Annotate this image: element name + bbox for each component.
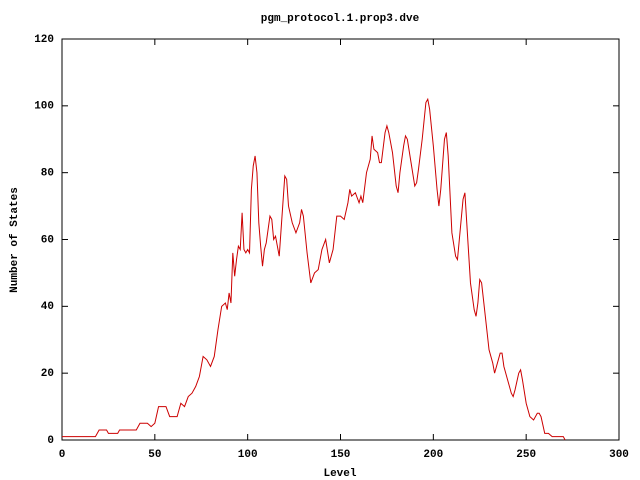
data-line <box>62 97 566 441</box>
x-tick-label: 0 <box>59 449 66 461</box>
y-tick-label: 40 <box>41 301 54 313</box>
x-tick-label: 200 <box>423 449 443 461</box>
y-tick-label: 60 <box>41 234 54 246</box>
x-tick-label: 150 <box>331 449 351 461</box>
plot-border <box>61 38 620 441</box>
y-tick-label: 100 <box>34 101 54 113</box>
x-tick-label: 100 <box>238 449 258 461</box>
chart-title: pgm_protocol.1.prop3.dve <box>261 13 420 25</box>
y-tick-label: 0 <box>47 435 54 447</box>
x-tick-label: 250 <box>516 449 536 461</box>
x-tick-label: 50 <box>148 449 161 461</box>
y-tick-label: 120 <box>34 34 54 46</box>
x-axis-label: Level <box>323 468 356 480</box>
x-tick-label: 300 <box>609 449 629 461</box>
y-axis-label: Number of States <box>9 187 21 293</box>
y-tick-label: 20 <box>41 368 54 380</box>
y-tick-label: 80 <box>41 168 54 180</box>
